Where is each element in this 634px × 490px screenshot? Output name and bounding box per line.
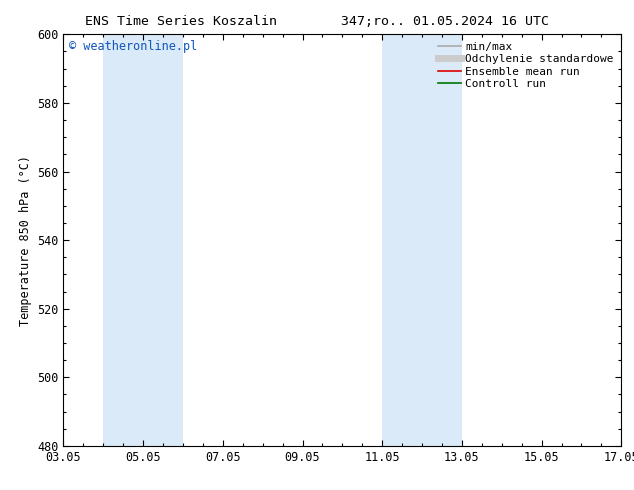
Text: © weatheronline.pl: © weatheronline.pl [69,41,197,53]
Y-axis label: Temperature 850 hPa (°C): Temperature 850 hPa (°C) [18,155,32,325]
Text: ENS Time Series Koszalin        347;ro.. 01.05.2024 16 UTC: ENS Time Series Koszalin 347;ro.. 01.05.… [85,15,549,28]
Bar [382,34,462,446]
Legend: min/max, Odchylenie standardowe, Ensemble mean run, Controll run: min/max, Odchylenie standardowe, Ensembl… [436,40,616,91]
Bar [103,34,183,446]
